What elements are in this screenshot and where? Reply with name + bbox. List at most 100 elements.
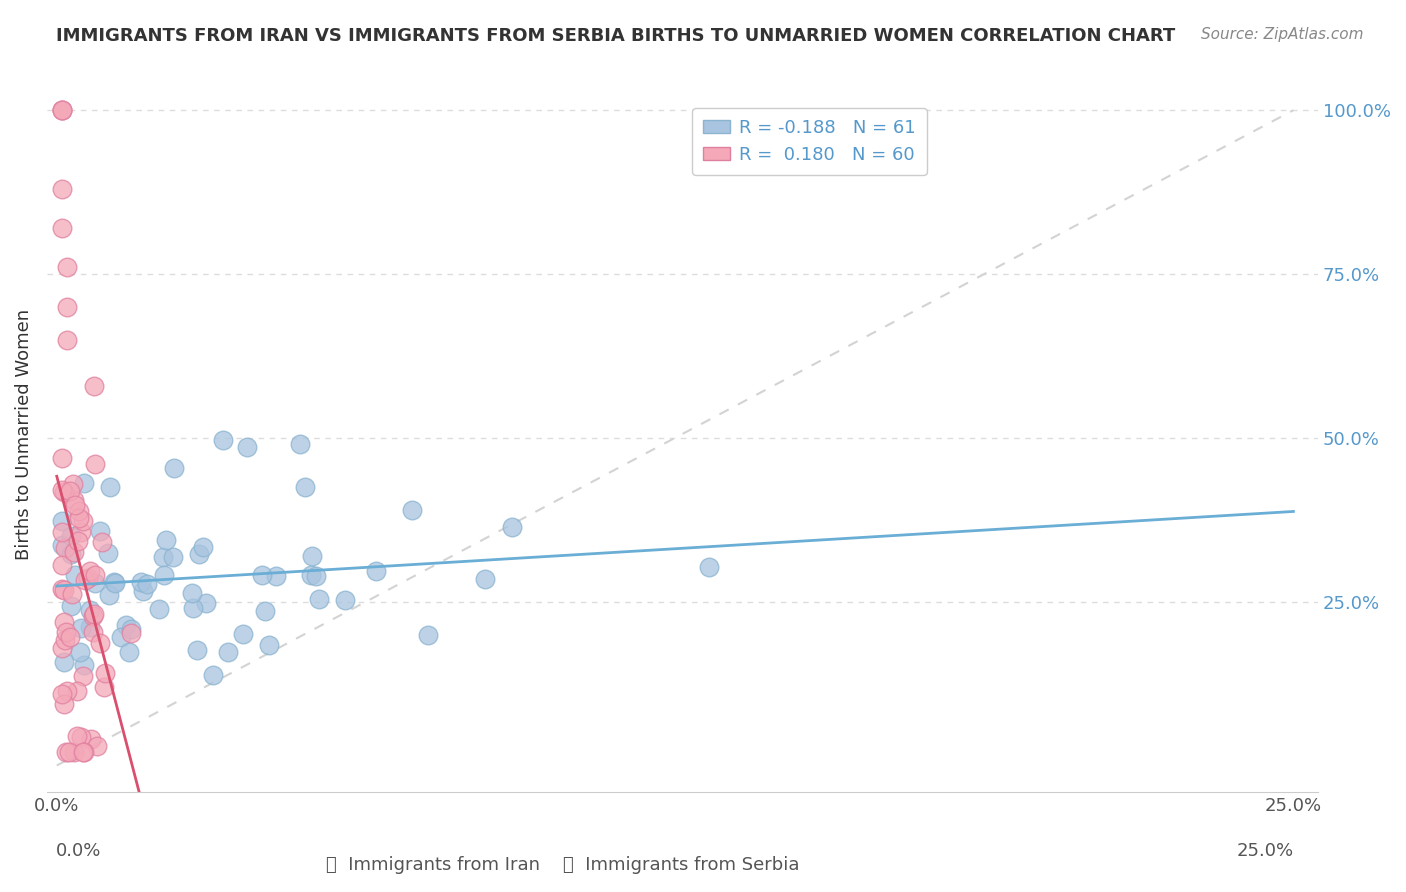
Point [180,586,202,600]
Point [83,457,105,471]
Point [72,669,94,683]
Point [120,625,142,640]
Point [366,564,388,578]
Point [201,668,224,682]
Point [53,485,76,500]
Point [53,541,76,555]
Point [83,379,105,393]
Point [73,657,96,672]
Point [55,745,77,759]
Point [235,440,257,454]
Point [104,575,127,590]
Point [55,260,77,275]
Text: IMMIGRANTS FROM IRAN VS IMMIGRANTS FROM SERBIA BIRTHS TO UNMARRIED WOMEN CORRELA: IMMIGRANTS FROM IRAN VS IMMIGRANTS FROM … [56,27,1175,45]
Point [69,645,91,659]
Point [83,607,105,622]
Point [63,492,86,507]
Point [118,645,141,659]
Point [89,524,111,538]
Point [254,604,277,618]
Point [163,460,186,475]
Point [501,520,523,534]
Point [84,568,107,582]
Point [51,103,73,118]
Point [155,533,177,547]
Point [186,643,208,657]
Text: Source: ZipAtlas.com: Source: ZipAtlas.com [1201,27,1364,42]
Point [257,638,280,652]
Point [82,624,104,639]
Point [63,568,86,582]
Point [91,534,114,549]
Point [59,483,82,498]
Point [308,592,330,607]
Point [73,745,96,759]
Point [63,498,86,512]
Point [67,504,90,518]
Point [335,593,357,607]
Point [194,596,217,610]
Point [53,615,76,630]
Point [59,599,82,613]
Point [94,665,117,680]
Point [305,569,328,583]
Point [697,560,720,574]
Point [58,745,80,759]
Point [129,574,152,589]
Point [77,571,100,585]
Point [62,477,84,491]
Point [115,617,138,632]
Point [51,582,73,596]
Text: ⬜  Immigrants from Iran    🔲  Immigrants from Serbia: ⬜ Immigrants from Iran 🔲 Immigrants from… [326,855,799,873]
Point [162,549,184,564]
Point [55,333,77,347]
Point [93,680,115,694]
Point [72,475,94,490]
Point [136,577,159,591]
Point [80,731,103,746]
Point [55,300,77,314]
Point [59,529,82,543]
Point [152,567,174,582]
Point [232,627,254,641]
Point [70,730,93,744]
Legend: R = -0.188   N = 61, R =  0.180   N = 60: R = -0.188 N = 61, R = 0.180 N = 60 [692,108,927,175]
Point [89,635,111,649]
Point [70,621,93,635]
Point [97,546,120,560]
Point [181,601,204,615]
Point [188,547,211,561]
Point [52,583,75,598]
Point [52,656,75,670]
Point [288,437,311,451]
Point [55,684,77,698]
Point [79,620,101,634]
Point [416,628,439,642]
Point [72,745,94,759]
Point [59,630,82,644]
Point [51,221,73,235]
Point [212,434,235,448]
Point [51,537,73,551]
Point [51,182,73,196]
Point [51,103,73,118]
Point [51,558,73,572]
Point [53,632,76,647]
Point [73,573,96,587]
Point [60,587,83,601]
Text: 0.0%: 0.0% [56,842,101,860]
Point [72,514,94,528]
Point [191,541,214,555]
Point [51,451,73,466]
Point [474,572,496,586]
Point [51,483,73,497]
Point [250,567,273,582]
Point [152,550,174,565]
Point [79,565,101,579]
Point [120,622,142,636]
Point [53,697,76,711]
Point [60,547,83,561]
Point [110,630,132,644]
Point [401,502,423,516]
Point [66,683,89,698]
